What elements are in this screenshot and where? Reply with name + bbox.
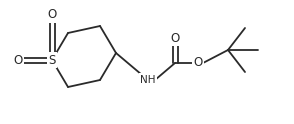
Text: O: O (171, 31, 180, 45)
Text: S: S (48, 53, 56, 66)
Text: NH: NH (140, 75, 156, 85)
Text: O: O (47, 9, 57, 21)
Text: O: O (193, 57, 203, 69)
Text: O: O (13, 53, 23, 66)
